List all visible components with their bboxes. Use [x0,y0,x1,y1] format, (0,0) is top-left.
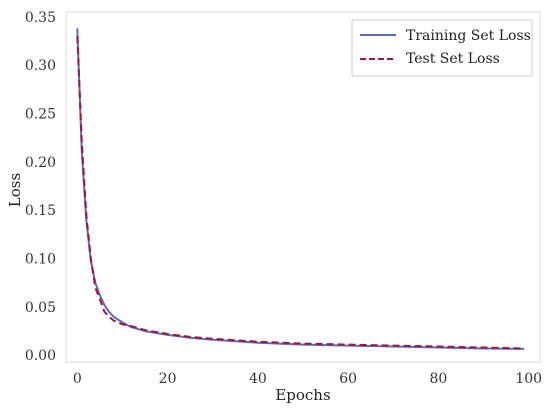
x-tick-label: 20 [159,371,177,387]
series-line-test [76,36,525,350]
y-tick-label: 0.15 [25,203,56,219]
legend-box [351,19,533,77]
x-tick-label: 40 [249,371,267,387]
y-axis-ticks: 0.00 0.05 0.10 0.15 0.20 0.25 0.30 0.35 [25,10,56,364]
legend: Training Set Loss Test Set Loss [351,19,533,77]
x-tick-label: 100 [515,371,542,387]
x-tick-label: 60 [339,371,357,387]
legend-label-training: Training Set Loss [406,28,531,44]
plot-frame [65,11,541,363]
legend-label-test: Test Set Loss [406,51,500,67]
y-tick-label: 0.25 [25,107,56,123]
y-tick-label: 0.30 [25,58,56,74]
y-axis-label: Loss [6,173,24,207]
x-tick-label: 80 [430,371,448,387]
y-tick-label: 0.00 [25,348,56,364]
y-tick-label: 0.35 [25,10,56,26]
y-tick-label: 0.05 [25,300,56,316]
x-tick-label: 0 [73,371,82,387]
y-tick-label: 0.10 [25,252,56,268]
x-axis-ticks: 0 20 40 60 80 100 [73,371,542,387]
y-tick-label: 0.20 [25,155,56,171]
x-axis-label: Epochs [275,386,330,404]
series-layer [76,28,525,350]
